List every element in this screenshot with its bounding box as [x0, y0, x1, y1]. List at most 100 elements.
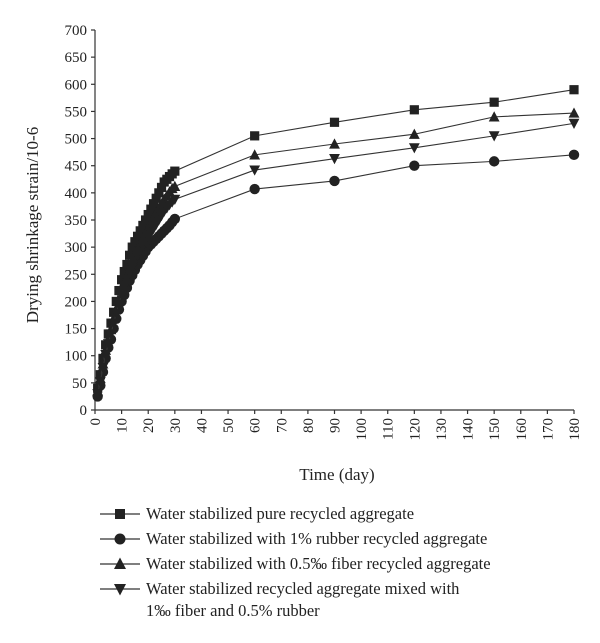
y-tick-label: 250 [65, 267, 88, 283]
x-tick-label: 40 [194, 418, 210, 433]
y-tick-label: 350 [65, 213, 88, 229]
legend-label-fiber: Water stabilized with 0.5‰ fiber recycle… [146, 554, 491, 573]
data-point-triangle-down [92, 389, 104, 400]
x-tick-label: 80 [301, 418, 317, 433]
y-tick-label: 600 [65, 77, 88, 93]
y-tick-label: 100 [65, 349, 88, 365]
data-point-triangle-up [329, 138, 340, 149]
legend-item-fiber: Water stabilized with 0.5‰ fiber recycle… [98, 553, 588, 575]
legend-swatch-triangle-down [100, 584, 140, 596]
data-point-square [329, 117, 340, 127]
series-0 [93, 85, 579, 393]
x-tick-label: 60 [248, 418, 264, 433]
data-point-square [138, 220, 148, 231]
x-tick-label: 0 [88, 418, 104, 426]
data-point-square [124, 250, 135, 260]
data-point-square [119, 266, 129, 277]
x-tick-label: 160 [514, 418, 530, 441]
y-tick-label: 300 [65, 240, 88, 256]
y-tick-label: 200 [65, 294, 88, 310]
x-tick-label: 130 [434, 418, 450, 441]
y-tick-label: 50 [72, 376, 87, 392]
legend-item-rubber: Water stabilized with 1% rubber recycled… [98, 528, 588, 550]
data-point-triangle-up [249, 149, 261, 160]
data-point-triangle-down [110, 308, 122, 319]
data-point-square [127, 242, 137, 252]
data-point-triangle-down [102, 339, 114, 350]
data-point-square [135, 226, 145, 236]
data-point-square [489, 97, 499, 107]
legend-label-rubber: Water stabilized with 1% rubber recycled… [146, 529, 488, 548]
data-point-square [132, 231, 143, 241]
legend-label-pure: Water stabilized pure recycled aggregate [146, 504, 415, 523]
x-tick-label: 100 [354, 418, 370, 441]
data-point-square [143, 209, 153, 220]
data-point-triangle-down [113, 299, 125, 310]
data-point-triangle-up [488, 111, 500, 122]
legend-item-mixed: Water stabilized recycled aggregate mixe… [98, 578, 588, 622]
data-point-square [117, 275, 127, 285]
series-2 [92, 107, 580, 396]
data-point-triangle-down [105, 329, 117, 340]
y-tick-label: 650 [65, 50, 88, 66]
data-point-circle [169, 213, 181, 225]
legend: Water stabilized pure recycled aggregate… [98, 503, 588, 625]
x-tick-label: 150 [487, 418, 503, 441]
x-tick-label: 180 [567, 418, 583, 441]
y-tick-label: 400 [65, 186, 88, 202]
x-tick-label: 90 [328, 418, 344, 433]
data-point-triangle-down [249, 165, 261, 176]
legend-swatch-triangle-up [100, 557, 140, 569]
data-point-triangle-down [329, 154, 340, 165]
x-tick-label: 120 [407, 418, 423, 441]
data-point-square [156, 182, 167, 193]
data-point-triangle-down [100, 350, 112, 361]
data-point-circle [329, 175, 340, 187]
data-point-triangle-up [169, 180, 181, 191]
data-point-square [250, 131, 260, 141]
x-tick-label: 50 [221, 418, 237, 433]
legend-label-mixed: Water stabilized recycled aggregate mixe… [146, 579, 460, 620]
data-point-square [130, 237, 140, 247]
data-point-triangle-down [568, 118, 580, 129]
x-tick-label: 140 [461, 418, 477, 441]
y-axis-title: Drying shrinkage strain/10-6 [23, 127, 42, 323]
data-point-square [148, 199, 159, 209]
y-tick-label: 0 [80, 403, 88, 419]
data-point-square [569, 85, 579, 95]
data-point-square [122, 259, 132, 270]
data-point-triangle-down [169, 194, 181, 205]
data-point-triangle-down [408, 143, 420, 154]
y-tick-label: 500 [65, 132, 88, 148]
legend-swatch-square [100, 509, 140, 519]
y-tick-label: 700 [65, 23, 88, 39]
y-tick-label: 450 [65, 159, 88, 175]
x-tick-label: 20 [141, 418, 157, 433]
legend-item-pure: Water stabilized pure recycled aggregate [98, 503, 588, 525]
x-axis-title: Time (day) [299, 465, 374, 484]
x-tick-label: 10 [115, 418, 131, 433]
data-point-circle [409, 160, 420, 171]
data-point-square [154, 188, 164, 198]
data-point-square [146, 204, 156, 214]
data-point-triangle-down [94, 377, 106, 388]
legend-swatch-circle [100, 533, 140, 545]
y-tick-label: 150 [65, 322, 88, 338]
y-tick-label: 550 [65, 104, 88, 120]
data-point-triangle-down [108, 318, 120, 329]
data-point-triangle-down [118, 282, 130, 293]
axes: 0501001502002503003504004505005506006507… [65, 23, 584, 441]
x-tick-label: 70 [274, 418, 290, 433]
series-line [97, 122, 575, 394]
data-point-circle [568, 149, 580, 161]
x-tick-label: 170 [540, 418, 556, 441]
data-point-triangle-down [97, 363, 109, 374]
chart: 0501001502002503003504004505005506006507… [23, 23, 584, 484]
data-point-square [170, 166, 180, 176]
series-3 [92, 118, 580, 400]
x-tick-label: 110 [381, 418, 397, 440]
data-point-circle [488, 156, 500, 167]
data-point-square [151, 193, 161, 203]
data-point-square [409, 105, 419, 115]
data-point-triangle-down [488, 131, 500, 142]
